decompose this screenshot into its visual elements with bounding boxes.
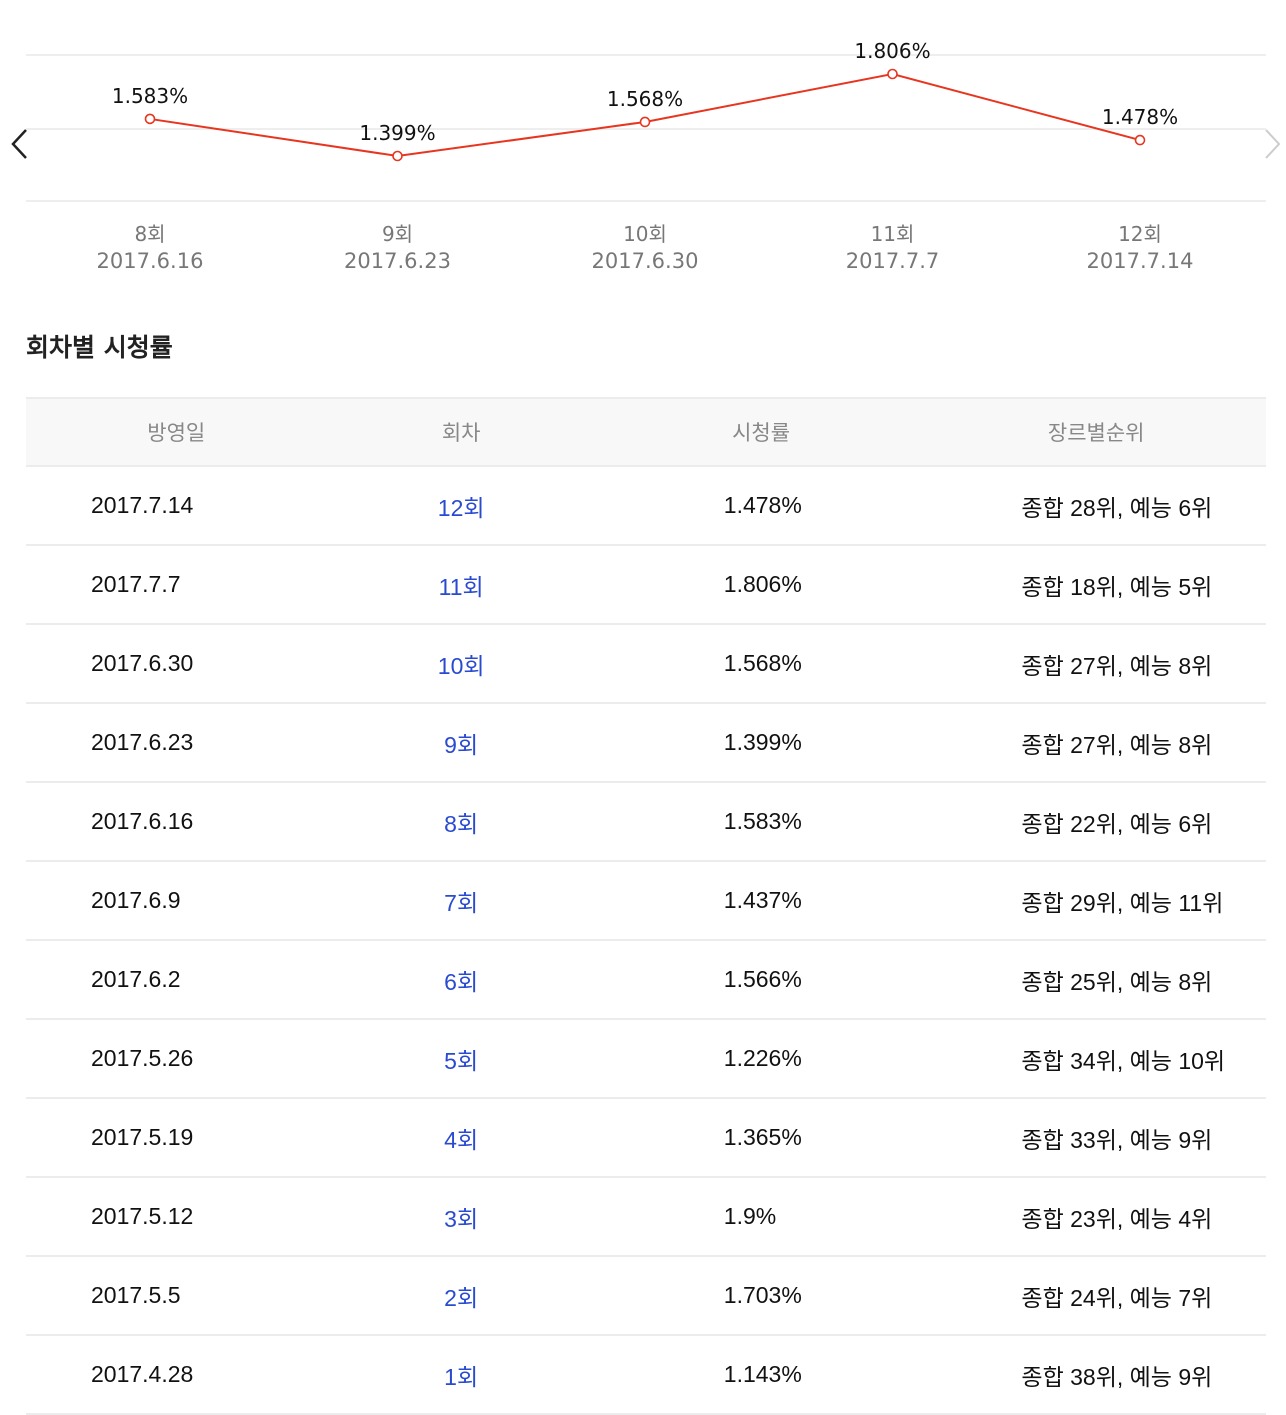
genre-rank: 종합 38위, 예능 9위: [926, 1335, 1266, 1415]
rating: 1.568%: [595, 624, 927, 704]
data-point[interactable]: [1134, 134, 1146, 146]
air-date: 2017.6.9: [26, 861, 327, 941]
genre-rank: 종합 28위, 예능 6위: [926, 466, 1266, 546]
x-tick-date: 2017.7.14: [1087, 249, 1194, 273]
rating: 1.437%: [595, 861, 927, 941]
air-date: 2017.4.28: [26, 1335, 327, 1415]
table-row: 2017.7.14 12회 1.478% 종합 28위, 예능 6위: [26, 466, 1266, 546]
rating: 1.399%: [595, 703, 927, 783]
episode-link[interactable]: 2회: [326, 1256, 596, 1336]
episode-link[interactable]: 8회: [326, 782, 596, 862]
rating: 1.9%: [595, 1177, 927, 1257]
table-row: 2017.5.5 2회 1.703% 종합 24위, 예능 7위: [26, 1256, 1266, 1336]
air-date: 2017.6.16: [26, 782, 327, 862]
data-label: 1.568%: [607, 87, 683, 111]
rating: 1.566%: [595, 940, 927, 1020]
table-row: 2017.5.19 4회 1.365% 종합 33위, 예능 9위: [26, 1098, 1266, 1178]
x-tick-date: 2017.6.23: [344, 249, 451, 273]
table-header: 방영일 회차 시청률 장르별순위: [26, 397, 1266, 467]
episode-link[interactable]: 9회: [326, 703, 596, 783]
air-date: 2017.5.19: [26, 1098, 327, 1178]
rating: 1.365%: [595, 1098, 927, 1178]
genre-rank: 종합 23위, 예능 4위: [926, 1177, 1266, 1257]
x-tick-episode: 10회: [623, 222, 667, 246]
air-date: 2017.5.5: [26, 1256, 327, 1336]
episode-link[interactable]: 4회: [326, 1098, 596, 1178]
data-point[interactable]: [639, 116, 651, 128]
column-header: 회차: [326, 397, 596, 467]
x-tick-date: 2017.7.7: [846, 249, 940, 273]
ratings-line-chart: 1.583% 8회 2017.6.16 1.399% 9회 2017.6.23 1.568%…: [26, 39, 1266, 273]
column-header: 장르별순위: [926, 397, 1266, 467]
data-point[interactable]: [144, 113, 156, 125]
section-title: 회차별 시청률: [26, 333, 173, 362]
data-label: 1.583%: [112, 84, 188, 108]
data-label: 1.399%: [359, 121, 435, 145]
air-date: 2017.6.23: [26, 703, 327, 783]
air-date: 2017.5.12: [26, 1177, 327, 1257]
genre-rank: 종합 25위, 예능 8위: [926, 940, 1266, 1020]
table-row: 2017.6.23 9회 1.399% 종합 27위, 예능 8위: [26, 703, 1266, 783]
genre-rank: 종합 34위, 예능 10위: [926, 1019, 1266, 1099]
air-date: 2017.6.30: [26, 624, 327, 704]
x-tick-date: 2017.6.30: [592, 249, 699, 273]
x-tick-episode: 12회: [1118, 222, 1162, 246]
genre-rank: 종합 27위, 예능 8위: [926, 624, 1266, 704]
data-label: 1.806%: [854, 39, 930, 63]
rating: 1.583%: [595, 782, 927, 862]
column-header: 방영일: [26, 397, 327, 467]
rating: 1.226%: [595, 1019, 927, 1099]
episode-link[interactable]: 5회: [326, 1019, 596, 1099]
ratings-table: 방영일 회차 시청률 장르별순위 2017.7.14 12회 1.478% 종합 28위, …: [26, 397, 1266, 1415]
table-row: 2017.6.9 7회 1.437% 종합 29위, 예능 11위: [26, 861, 1266, 941]
table-row: 2017.6.16 8회 1.583% 종합 22위, 예능 6위: [26, 782, 1266, 862]
genre-rank: 종합 22위, 예능 6위: [926, 782, 1266, 862]
air-date: 2017.7.7: [26, 545, 327, 625]
data-point[interactable]: [392, 150, 403, 162]
air-date: 2017.7.14: [26, 466, 327, 546]
episode-link[interactable]: 10회: [326, 624, 596, 704]
x-tick-episode: 11회: [871, 222, 915, 246]
x-tick-date: 2017.6.16: [97, 249, 204, 273]
episode-link[interactable]: 6회: [326, 940, 596, 1020]
data-label: 1.478%: [1102, 105, 1178, 129]
episode-link[interactable]: 1회: [326, 1335, 596, 1415]
air-date: 2017.6.2: [26, 940, 327, 1020]
rating: 1.478%: [595, 466, 927, 546]
episode-link[interactable]: 7회: [326, 861, 596, 941]
table-row: 2017.6.30 10회 1.568% 종합 27위, 예능 8위: [26, 624, 1266, 704]
table-row: 2017.7.7 11회 1.806% 종합 18위, 예능 5위: [26, 545, 1266, 625]
genre-rank: 종합 33위, 예능 9위: [926, 1098, 1266, 1178]
table-row: 2017.6.2 6회 1.566% 종합 25위, 예능 8위: [26, 940, 1266, 1020]
table-row: 2017.5.26 5회 1.226% 종합 34위, 예능 10위: [26, 1019, 1266, 1099]
genre-rank: 종합 24위, 예능 7위: [926, 1256, 1266, 1336]
table-row: 2017.4.28 1회 1.143% 종합 38위, 예능 9위: [26, 1335, 1266, 1415]
table-row: 2017.5.12 3회 1.9% 종합 23위, 예능 4위: [26, 1177, 1266, 1257]
genre-rank: 종합 27위, 예능 8위: [926, 703, 1266, 783]
air-date: 2017.5.26: [26, 1019, 327, 1099]
column-header: 시청률: [595, 397, 927, 467]
rating: 1.806%: [595, 545, 927, 625]
rating: 1.703%: [595, 1256, 927, 1336]
x-tick-episode: 8회: [134, 222, 165, 246]
rating: 1.143%: [595, 1335, 927, 1415]
prev-arrow-icon[interactable]: [8, 124, 32, 164]
episode-link[interactable]: 3회: [326, 1177, 596, 1257]
genre-rank: 종합 29위, 예능 11위: [926, 861, 1266, 941]
episode-link[interactable]: 12회: [326, 466, 596, 546]
data-point[interactable]: [887, 68, 898, 80]
episode-link[interactable]: 11회: [326, 545, 596, 625]
next-arrow-icon[interactable]: [1260, 124, 1284, 164]
genre-rank: 종합 18위, 예능 5위: [926, 545, 1266, 625]
x-tick-episode: 9회: [382, 222, 413, 246]
